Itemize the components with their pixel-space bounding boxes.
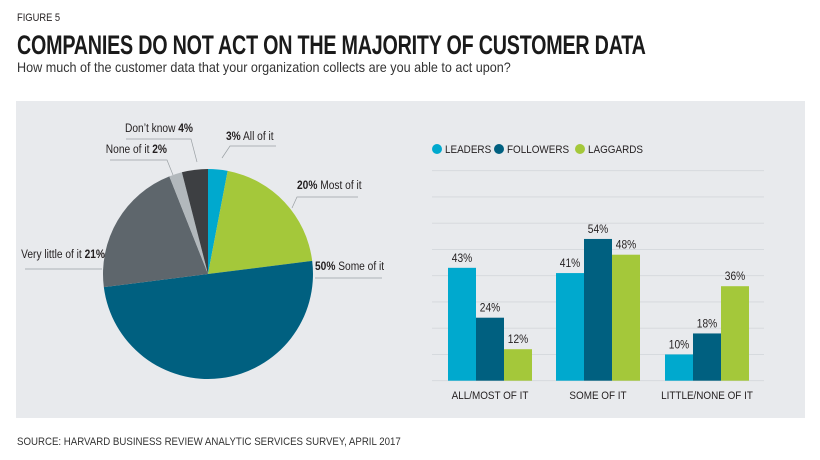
bar-leaders-2 <box>665 354 693 381</box>
pie-label-3: Very little of it 21% <box>21 248 105 261</box>
chart-title: COMPANIES DO NOT ACT ON THE MAJORITY OF … <box>17 30 646 60</box>
pie-label-1: 20% Most of it <box>297 179 362 192</box>
bar-leaders-1 <box>556 273 584 381</box>
pie-label-0: 3% All of it <box>226 130 274 143</box>
data-label: 41% <box>560 257 580 270</box>
chart-subtitle: How much of the customer data that your … <box>17 59 511 75</box>
pie-label-2: 50% Some of it <box>315 260 385 273</box>
pie-slice-3 <box>103 176 208 288</box>
pie-label-5: Don’t know 4% <box>125 122 193 135</box>
data-label: 18% <box>697 318 717 331</box>
bar-laggards-0 <box>504 349 532 381</box>
source-note: SOURCE: HARVARD BUSINESS REVIEW ANALYTIC… <box>17 436 401 448</box>
pie-leader-line-1 <box>291 196 358 209</box>
pie-slice-2 <box>103 260 313 379</box>
data-label: 24% <box>480 302 500 315</box>
legend-label-leaders: LEADERS <box>445 145 491 157</box>
category-label: LITTLE/NONE OF IT <box>661 391 753 403</box>
legend-label-followers: FOLLOWERS <box>507 145 569 157</box>
bar-followers-1 <box>584 238 612 381</box>
bar-laggards-1 <box>612 254 640 381</box>
legend-swatch-laggards <box>575 144 585 154</box>
data-label: 54% <box>588 223 608 236</box>
bar-followers-0 <box>476 317 504 381</box>
legend-swatch-leaders <box>432 144 442 154</box>
category-label: SOME OF IT <box>569 391 627 403</box>
data-label: 12% <box>508 334 528 347</box>
bar-followers-2 <box>693 333 721 381</box>
data-label: 36% <box>725 271 745 284</box>
pie-label-4: None of it 2% <box>106 143 167 156</box>
figure-label: FIGURE 5 <box>17 12 61 24</box>
pie-leader-line-5 <box>126 138 198 163</box>
data-label: 10% <box>669 339 689 352</box>
data-label: 43% <box>452 252 472 265</box>
bar-leaders-0 <box>448 267 476 381</box>
category-label: ALL/MOST OF IT <box>452 391 529 403</box>
pie-slice-1 <box>208 170 313 274</box>
pie-leader-line-4 <box>110 159 174 176</box>
data-label: 48% <box>616 239 636 252</box>
pie-slice-0 <box>208 169 228 274</box>
pie-slice-5 <box>181 169 208 274</box>
pie-slice-4 <box>169 172 208 274</box>
pie-leader-line-0 <box>221 145 276 159</box>
legend-label-laggards: LAGGARDS <box>588 145 643 157</box>
legend-swatch-followers <box>494 144 504 154</box>
bar-laggards-2 <box>721 286 749 381</box>
